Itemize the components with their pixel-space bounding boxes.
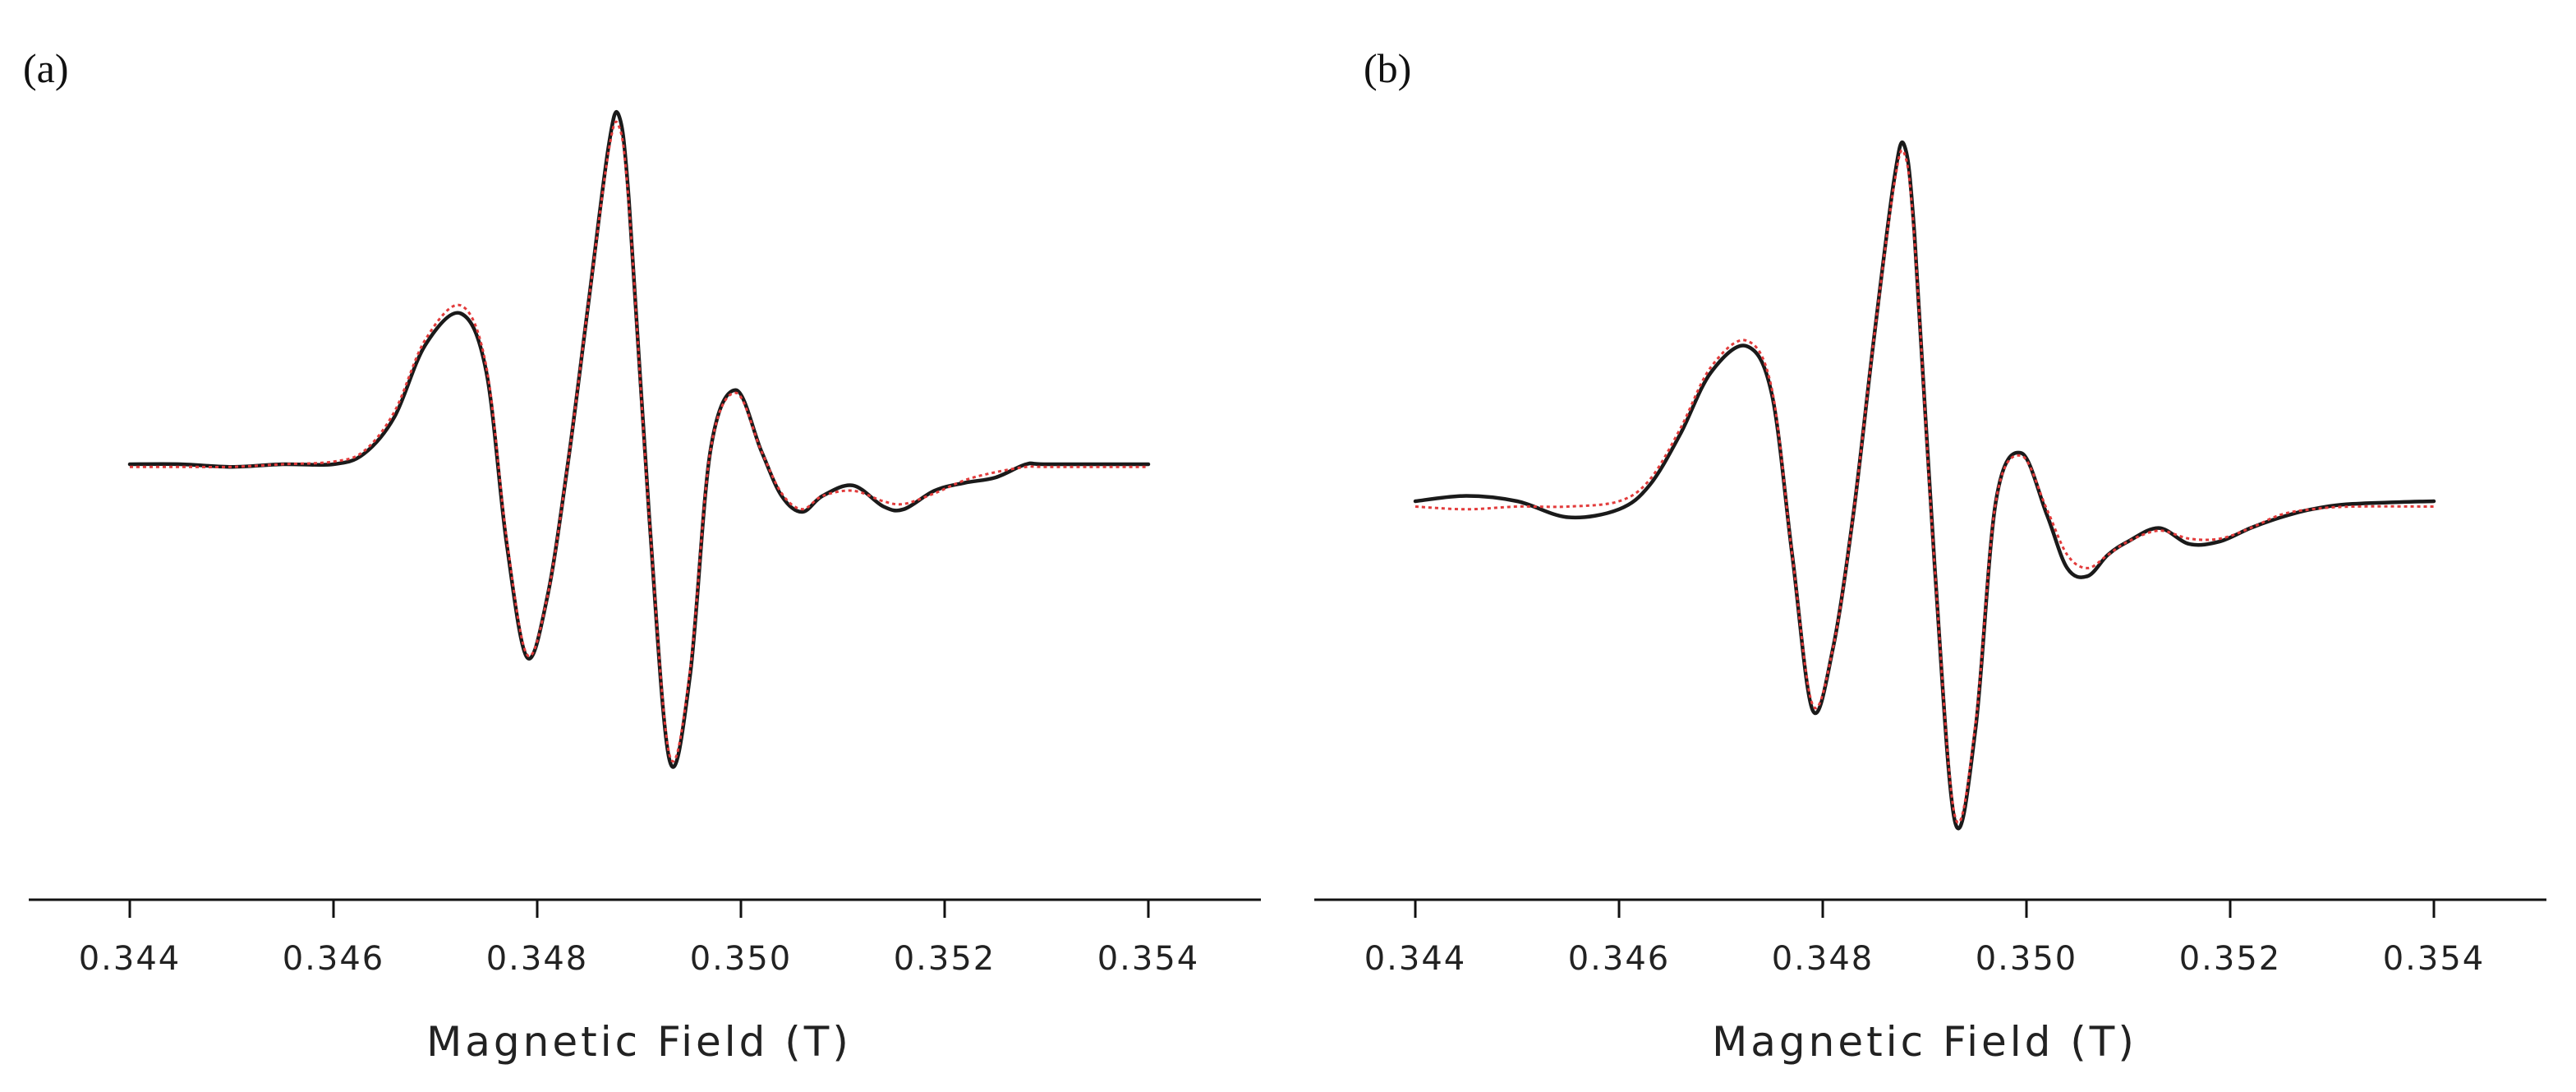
- x-tick-label: 0.350: [1976, 940, 2078, 978]
- experimental-spectrum-line: [127, 109, 1151, 769]
- x-tick-label: 0.348: [486, 940, 589, 978]
- x-axis-title: Magnetic Field (T): [1712, 1018, 2137, 1066]
- x-tick-label: 0.352: [894, 940, 996, 978]
- panel-label: (a): [23, 45, 69, 91]
- simulated-spectrum-line: [1414, 149, 2435, 824]
- x-axis-title: Magnetic Field (T): [426, 1018, 852, 1066]
- simulated-spectrum-line: [130, 120, 1148, 763]
- x-tick-label: 0.344: [1364, 940, 1467, 978]
- x-tick-label: 0.354: [2383, 940, 2486, 978]
- x-tick-label: 0.344: [79, 940, 182, 978]
- x-tick-label: 0.350: [690, 940, 793, 978]
- x-tick-label: 0.346: [1568, 940, 1671, 978]
- x-tick-label: 0.352: [2179, 940, 2282, 978]
- panel-label: (b): [1364, 45, 1411, 91]
- x-tick-label: 0.354: [1097, 940, 1200, 978]
- panel-a: (a) 0.344 0.346 0.348 0.350 0.352 0.354 Magneti…: [23, 45, 1261, 1066]
- panel-b: (b) 0.344 0.346 0.348 0.350 0.352 0.354 Magneti…: [1314, 45, 2546, 1066]
- x-tick-label: 0.348: [1772, 940, 1874, 978]
- x-tick-label: 0.346: [283, 940, 385, 978]
- experimental-spectrum-line: [1413, 140, 2436, 831]
